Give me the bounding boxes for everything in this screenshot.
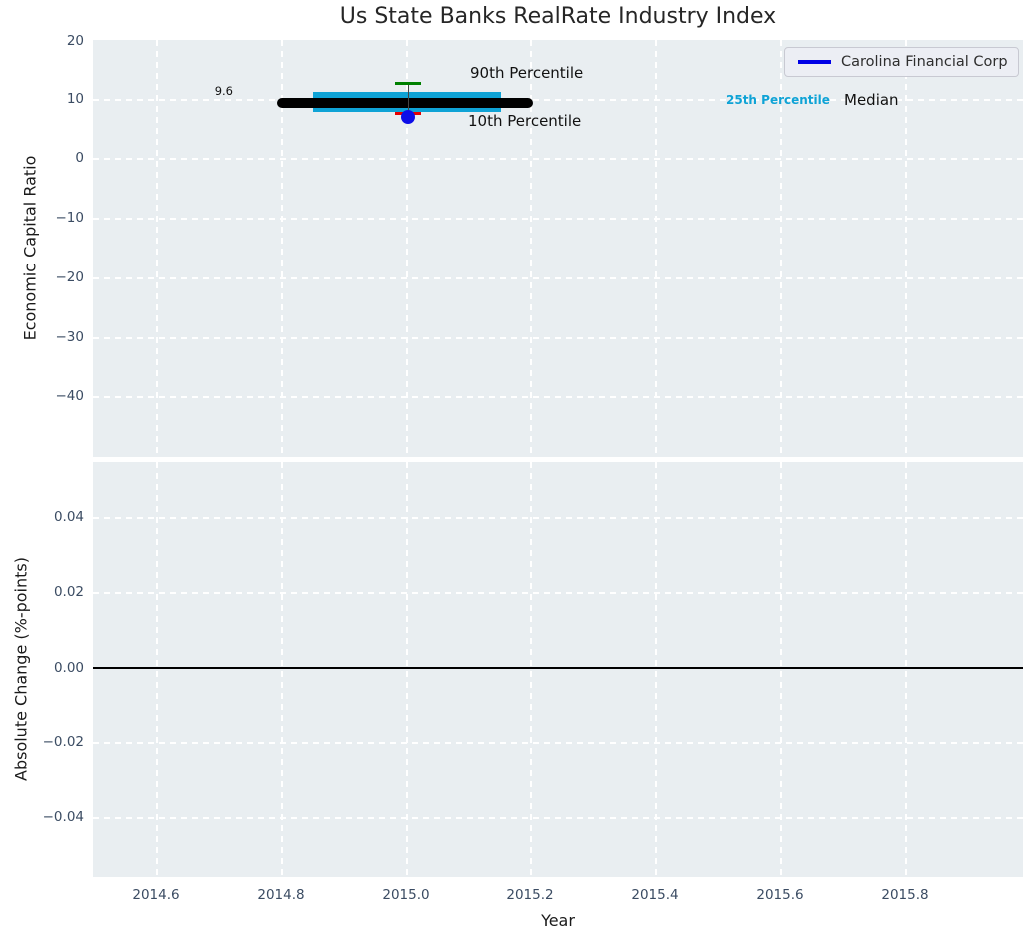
p90-annotation: 90th Percentile [470, 64, 584, 82]
h-gridline [93, 742, 1023, 744]
x-axis-label: Year [541, 911, 575, 930]
y-tick-label: 0.00 [53, 660, 84, 676]
percentile-whisker [407, 83, 409, 113]
x-tick-label: 2015.8 [881, 887, 929, 903]
v-gridline [156, 40, 158, 457]
legend-line-sample [798, 60, 831, 64]
v-gridline [655, 462, 657, 877]
median-value-label: 9.6 [214, 84, 233, 98]
y-axis-label-bottom: Absolute Change (%-points) [11, 557, 31, 781]
company-data-point [401, 110, 415, 124]
p25-annotation: 25th Percentile [726, 93, 830, 107]
h-gridline [93, 277, 1023, 279]
v-gridline [406, 40, 408, 457]
p10-annotation: 10th Percentile [468, 112, 582, 130]
y-tick-label: 10 [66, 91, 84, 107]
v-gridline [780, 40, 782, 457]
x-tick-label: 2014.6 [132, 887, 180, 903]
v-gridline [406, 462, 408, 877]
x-tick-label: 2015.4 [631, 887, 679, 903]
h-gridline [93, 592, 1023, 594]
y-tick-label: −30 [55, 329, 85, 345]
x-tick-label: 2015.2 [506, 887, 554, 903]
x-tick-label: 2014.8 [257, 887, 305, 903]
h-gridline [93, 218, 1023, 220]
chart-title: Us State Banks RealRate Industry Index [339, 4, 777, 29]
v-gridline [655, 40, 657, 457]
x-tick-label: 2015.0 [382, 887, 430, 903]
y-tick-label: −0.04 [42, 809, 84, 825]
y-tick-label: −40 [55, 388, 85, 404]
top-plot-area: 9.6 90th Percentile 10th Percentile 25th… [93, 40, 1023, 457]
h-gridline [93, 817, 1023, 819]
y-tick-label: 0 [75, 150, 84, 166]
y-tick-label: −0.02 [42, 734, 84, 750]
h-gridline [93, 337, 1023, 339]
median-annotation: Median [844, 91, 899, 109]
h-gridline [93, 99, 1023, 101]
v-gridline [905, 40, 907, 457]
h-gridline [93, 158, 1023, 160]
bottom-plot-area [93, 462, 1023, 877]
y-tick-label: 20 [66, 33, 84, 49]
v-gridline [530, 462, 532, 877]
v-gridline [530, 40, 532, 457]
v-gridline [281, 40, 283, 457]
median-bar [277, 98, 533, 108]
y-axis-label-top: Economic Capital Ratio [20, 155, 40, 341]
y-tick-label: −20 [55, 269, 85, 285]
x-tick-label: 2015.6 [756, 887, 804, 903]
h-gridline [93, 396, 1023, 398]
y-tick-label: 0.02 [53, 584, 84, 600]
p90-cap [395, 81, 421, 85]
legend: Carolina Financial Corp [784, 47, 1019, 77]
legend-entry-label: Carolina Financial Corp [841, 54, 1008, 70]
v-gridline [780, 462, 782, 877]
v-gridline [281, 462, 283, 877]
y-tick-label: 0.04 [53, 509, 84, 525]
h-gridline [93, 517, 1023, 519]
y-tick-label: −10 [55, 210, 85, 226]
v-gridline [156, 462, 158, 877]
v-gridline [905, 462, 907, 877]
zero-reference-line [93, 667, 1023, 669]
